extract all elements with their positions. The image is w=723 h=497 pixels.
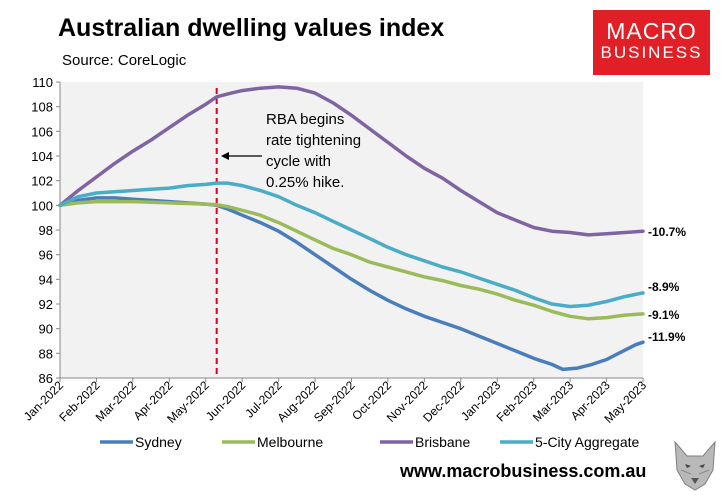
- macrobusiness-logo[interactable]: MACRO BUSINESS: [593, 10, 710, 75]
- annotation-text-line: 0.25% hike.: [266, 174, 344, 191]
- series-line-brisbane: [58, 85, 645, 237]
- y-tick-label: 102: [31, 174, 53, 189]
- website-link[interactable]: www.macrobusiness.com.au: [400, 461, 647, 481]
- y-tick-label: 106: [31, 124, 53, 139]
- annotation-arrowhead: [221, 152, 229, 160]
- series-line-5-city-aggregate: [58, 181, 645, 309]
- legend: Sydney Melbourne Brisbane 5-City Aggregate: [100, 434, 639, 450]
- logo-line-1: MACRO: [606, 18, 697, 44]
- y-axis: 86 88 90 92 94 96 98 100 102 104 106 108 110: [31, 75, 61, 386]
- series-line-melbourne: [58, 199, 645, 321]
- y-tick-label: 90: [39, 322, 53, 337]
- y-tick-label: 98: [39, 223, 53, 238]
- legend-label-sydney: Sydney: [135, 434, 182, 450]
- y-tick-label: 104: [31, 149, 53, 164]
- y-tick-label: 86: [39, 371, 53, 386]
- y-tick-label: 108: [31, 100, 53, 115]
- legend-label-5-city-aggregate: 5-City Aggregate: [535, 434, 639, 450]
- y-tick-label: 94: [39, 272, 53, 287]
- annotation-text-line: RBA begins: [266, 111, 344, 128]
- y-tick-label: 100: [31, 198, 53, 213]
- end-label-5-city-aggregate: -8.9%: [648, 280, 680, 294]
- x-axis: Jan-2022Feb-2022Mar-2022Apr-2022May-2022…: [21, 377, 649, 426]
- annotation-text-line: cycle with: [266, 153, 331, 170]
- legend-label-melbourne: Melbourne: [257, 434, 323, 450]
- end-labels: -10.7% -8.9% -9.1% -11.9%: [648, 225, 686, 344]
- legend-label-brisbane: Brisbane: [415, 434, 470, 450]
- annotation-text-line: rate tightening: [266, 132, 361, 149]
- chart-title: Australian dwelling values index: [58, 14, 445, 42]
- logo-line-2: BUSINESS: [600, 43, 703, 62]
- wolf-logo-icon: [674, 440, 716, 491]
- series-layer: [58, 85, 645, 372]
- annotation-layer: RBA begins rate tightening cycle with 0.25%…: [221, 111, 361, 191]
- end-label-melbourne: -9.1%: [648, 308, 680, 322]
- y-tick-label: 88: [39, 346, 53, 361]
- y-tick-label: 92: [39, 297, 53, 312]
- y-tick-label: 96: [39, 248, 53, 263]
- x-tick-label: Jun-2022: [203, 378, 249, 424]
- x-tick-label: Mar-2023: [530, 378, 576, 424]
- end-label-brisbane: -10.7%: [648, 225, 686, 239]
- x-tick-label: Mar-2022: [93, 378, 139, 424]
- chart-subtitle: Source: CoreLogic: [62, 52, 187, 69]
- end-label-sydney: -11.9%: [648, 330, 686, 344]
- y-tick-label: 110: [32, 75, 53, 90]
